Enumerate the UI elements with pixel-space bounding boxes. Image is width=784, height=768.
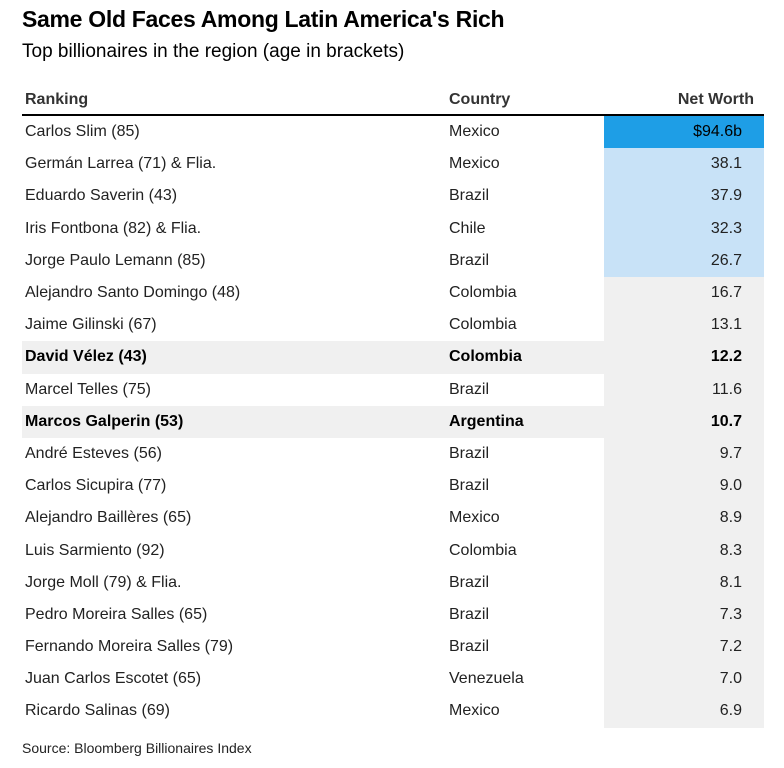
row-net-worth: 8.9 bbox=[604, 502, 764, 535]
row-country: Colombia bbox=[449, 284, 517, 302]
table-body: Carlos Slim (85) Mexico $94.6b Germán Larre… bbox=[22, 116, 764, 728]
table-header: Ranking Country Net Worth bbox=[22, 84, 764, 116]
table-row: Jorge Moll (79) & Flia. Brazil 8.1 bbox=[22, 566, 764, 599]
row-net-worth: 32.3 bbox=[604, 212, 764, 245]
row-net-worth: 11.6 bbox=[604, 373, 764, 406]
table-row: Fernando Moreira Salles (79) Brazil 7.2 bbox=[22, 631, 764, 664]
row-name: Carlos Sicupira (77) bbox=[25, 477, 167, 495]
table-row: Juan Carlos Escotet (65) Venezuela 7.0 bbox=[22, 663, 764, 696]
row-name: Iris Fontbona (82) & Flia. bbox=[25, 219, 202, 237]
row-net-worth: 9.7 bbox=[604, 437, 764, 471]
table-row: Ricardo Salinas (69) Mexico 6.9 bbox=[22, 695, 764, 728]
row-name: Jorge Moll (79) & Flia. bbox=[25, 573, 182, 591]
chart-title: Same Old Faces Among Latin America's Ric… bbox=[22, 6, 505, 32]
row-name: Alejandro Santo Domingo (48) bbox=[25, 284, 241, 302]
table-row: Alejandro Baillères (65) Mexico 8.9 bbox=[22, 502, 764, 535]
row-country: Brazil bbox=[449, 605, 490, 623]
table-row: David Vélez (43) Colombia 12.2 bbox=[22, 341, 764, 374]
table-row: Germán Larrea (71) & Flia. Mexico 38.1 bbox=[22, 148, 764, 181]
row-net-worth: 13.1 bbox=[604, 309, 764, 342]
row-name: Fernando Moreira Salles (79) bbox=[25, 638, 234, 656]
table-row: Carlos Sicupira (77) Brazil 9.0 bbox=[22, 470, 764, 503]
table-row: Iris Fontbona (82) & Flia. Chile 32.3 bbox=[22, 212, 764, 245]
table-row: Luis Sarmiento (92) Colombia 8.3 bbox=[22, 534, 764, 567]
row-country: Brazil bbox=[449, 573, 490, 591]
row-name: André Esteves (56) bbox=[25, 444, 162, 462]
row-name: Germán Larrea (71) & Flia. bbox=[25, 155, 217, 173]
row-name: Ricardo Salinas (69) bbox=[25, 702, 170, 720]
row-country: Colombia bbox=[449, 316, 517, 334]
billionaires-table: Ranking Country Net Worth Carlos Slim (8… bbox=[22, 84, 764, 728]
table-row: Eduardo Saverin (43) Brazil 37.9 bbox=[22, 180, 764, 213]
table-row: Carlos Slim (85) Mexico $94.6b bbox=[22, 116, 764, 149]
row-name: Carlos Slim (85) bbox=[25, 123, 140, 141]
row-country: Mexico bbox=[449, 155, 500, 173]
row-name: Marcos Galperin (53) bbox=[25, 412, 184, 430]
row-net-worth: 8.3 bbox=[604, 534, 764, 567]
header-net-worth: Net Worth bbox=[677, 91, 754, 108]
table-row: Marcos Galperin (53) Argentina 10.7 bbox=[22, 405, 764, 438]
row-country: Mexico bbox=[449, 702, 500, 720]
row-name: Jaime Gilinski (67) bbox=[25, 316, 157, 334]
table-row: Marcel Telles (75) Brazil 11.6 bbox=[22, 373, 764, 406]
row-name: Luis Sarmiento (92) bbox=[25, 541, 165, 559]
source-note: Source: Bloomberg Billionaires Index bbox=[22, 740, 252, 756]
row-net-worth: 26.7 bbox=[604, 244, 764, 277]
row-name: Juan Carlos Escotet (65) bbox=[25, 670, 202, 688]
row-net-worth: 7.2 bbox=[604, 631, 764, 664]
row-name: Alejandro Baillères (65) bbox=[25, 509, 192, 527]
row-country: Brazil bbox=[449, 444, 490, 462]
row-country: Brazil bbox=[449, 187, 490, 205]
row-country: Colombia bbox=[449, 541, 517, 559]
table-row: Pedro Moreira Salles (65) Brazil 7.3 bbox=[22, 598, 764, 631]
row-net-worth: 10.7 bbox=[604, 405, 764, 438]
row-net-worth: $94.6b bbox=[604, 116, 764, 149]
row-net-worth: 12.2 bbox=[604, 341, 764, 374]
row-country: Colombia bbox=[449, 348, 522, 366]
row-country: Brazil bbox=[449, 380, 490, 398]
row-net-worth: 7.3 bbox=[604, 598, 764, 631]
row-name: Eduardo Saverin (43) bbox=[25, 187, 178, 205]
header-ranking: Ranking bbox=[25, 91, 89, 108]
table-row: Alejandro Santo Domingo (48) Colombia 16.7 bbox=[22, 276, 764, 310]
row-country: Argentina bbox=[449, 412, 524, 430]
row-country: Mexico bbox=[449, 123, 500, 141]
table-row: Jorge Paulo Lemann (85) Brazil 26.7 bbox=[22, 244, 764, 277]
row-name: Pedro Moreira Salles (65) bbox=[25, 605, 208, 623]
row-country: Venezuela bbox=[449, 670, 524, 688]
table-row: Jaime Gilinski (67) Colombia 13.1 bbox=[22, 309, 764, 342]
table-row: André Esteves (56) Brazil 9.7 bbox=[22, 437, 764, 471]
header-country: Country bbox=[449, 91, 511, 108]
row-net-worth: 37.9 bbox=[604, 180, 764, 213]
row-name: Jorge Paulo Lemann (85) bbox=[25, 251, 206, 269]
row-name: Marcel Telles (75) bbox=[25, 380, 151, 398]
row-country: Chile bbox=[449, 219, 486, 237]
row-name: David Vélez (43) bbox=[25, 348, 147, 366]
row-net-worth: 8.1 bbox=[604, 566, 764, 599]
row-net-worth: 9.0 bbox=[604, 470, 764, 503]
chart-subtitle: Top billionaires in the region (age in b… bbox=[22, 41, 405, 62]
row-net-worth: 6.9 bbox=[604, 695, 764, 728]
row-country: Brazil bbox=[449, 638, 490, 656]
row-country: Brazil bbox=[449, 477, 490, 495]
row-net-worth: 38.1 bbox=[604, 148, 764, 181]
row-net-worth: 16.7 bbox=[604, 276, 764, 310]
row-net-worth: 7.0 bbox=[604, 663, 764, 696]
row-country: Mexico bbox=[449, 509, 500, 527]
row-country: Brazil bbox=[449, 251, 490, 269]
